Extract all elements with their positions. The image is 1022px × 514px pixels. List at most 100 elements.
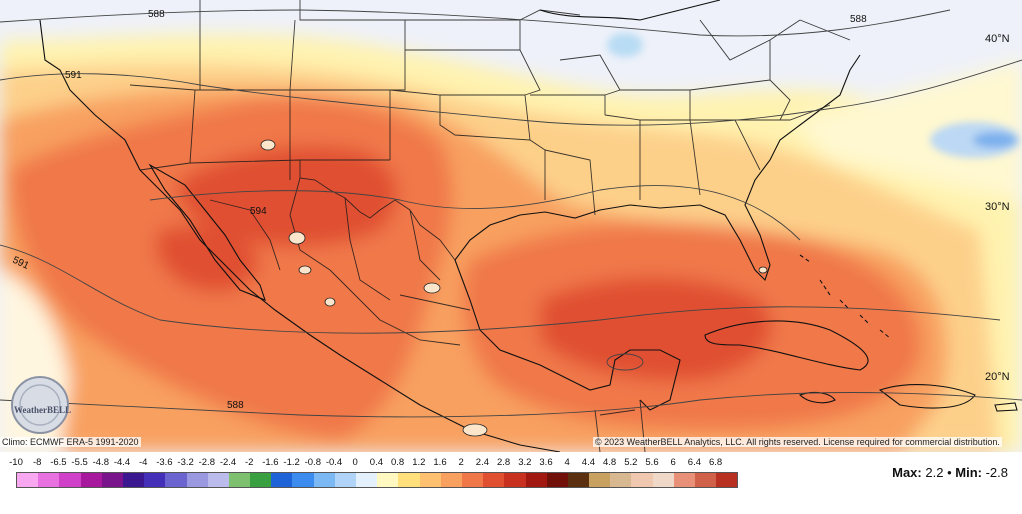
contour-label: 591 bbox=[65, 70, 82, 81]
legend-swatch bbox=[165, 473, 187, 487]
max-label: Max: bbox=[892, 465, 922, 480]
legend-tick-label: -0.4 bbox=[325, 457, 343, 468]
contour-594 bbox=[149, 185, 801, 241]
legend-tick-label: 2.8 bbox=[496, 457, 511, 468]
legend-tick-label: -2.8 bbox=[198, 457, 215, 468]
climo-credit: Climo: ECMWF ERA-5 1991-2020 bbox=[0, 437, 141, 447]
legend-swatch bbox=[695, 473, 717, 487]
legend-swatch bbox=[313, 473, 335, 487]
legend-swatch bbox=[38, 473, 60, 487]
legend-tick-label: 5.6 bbox=[645, 457, 659, 468]
legend-swatch bbox=[589, 473, 611, 487]
min-value: -2.8 bbox=[985, 465, 1008, 480]
legend-tick-label: 0.4 bbox=[369, 457, 383, 468]
legend-swatch bbox=[652, 473, 674, 487]
contour-value-labels: 588 591 594 591 588 588 588 bbox=[11, 9, 867, 411]
legend-tick-label: -5.5 bbox=[71, 457, 88, 468]
lat-label-20: 20°N bbox=[985, 371, 1010, 383]
height-contours bbox=[0, 9, 1022, 418]
copyright-notice: © 2023 WeatherBELL Analytics, LLC. All r… bbox=[593, 437, 1002, 447]
legend-swatch bbox=[440, 473, 462, 487]
shade-red-2 bbox=[540, 277, 772, 381]
legend-swatch bbox=[334, 473, 356, 487]
weatherbell-logo: WeatherBELL bbox=[11, 376, 71, 434]
legend-swatch bbox=[250, 473, 272, 487]
legend-tick-label: 4.8 bbox=[602, 457, 617, 468]
legend-swatch bbox=[144, 473, 166, 487]
legend-tick-label: -2 bbox=[244, 457, 254, 468]
legend-tick-label: 2.4 bbox=[475, 457, 489, 468]
legend-tick-label: 4.4 bbox=[581, 457, 595, 468]
legend-tick-label: 5.2 bbox=[624, 457, 638, 468]
legend-swatch bbox=[504, 473, 526, 487]
color-legend: -10 -8 -6.5 -5.5 -4.8 -4.4 -4 -3.6 -3.2 -2.8 -2.4-… bbox=[0, 452, 1022, 514]
bahamas bbox=[799, 254, 891, 339]
legend-swatch bbox=[716, 473, 738, 487]
legend-tick-label: 3.2 bbox=[518, 457, 532, 468]
legend-swatch bbox=[610, 473, 632, 487]
state-lines-west bbox=[129, 0, 406, 180]
legend-tick-label: -8 bbox=[32, 457, 42, 468]
legend-swatch bbox=[17, 473, 39, 487]
max-min-readout: Max: 2.2 • Min: -2.8 bbox=[892, 465, 1008, 480]
pacific-coast bbox=[39, 19, 561, 452]
gulf-coast bbox=[454, 54, 861, 282]
legend-tick-label: -0.8 bbox=[304, 457, 321, 468]
legend-tick-label: -10 bbox=[9, 457, 23, 468]
legend-swatch bbox=[356, 473, 378, 487]
mexico-gulf-coast bbox=[454, 259, 681, 411]
legend-swatch bbox=[271, 473, 293, 487]
terrain-contours bbox=[260, 139, 768, 437]
legend-swatch bbox=[377, 473, 399, 487]
hispaniola bbox=[878, 384, 976, 409]
legend-swatch bbox=[546, 473, 568, 487]
us-mexico-border bbox=[139, 159, 456, 261]
contour-588-south bbox=[0, 392, 1022, 418]
anomaly-map: 40°N 30°N 20°N 588 591 594 591 588 588 5… bbox=[0, 0, 1022, 452]
legend-swatch bbox=[631, 473, 653, 487]
legend-swatch bbox=[186, 473, 208, 487]
legend-tick-label: -1.6 bbox=[262, 457, 279, 468]
legend-swatch bbox=[80, 473, 102, 487]
contour-591-north bbox=[0, 59, 1022, 126]
shade-red-1 bbox=[177, 146, 398, 247]
great-lakes bbox=[539, 0, 721, 21]
lat-labels: 40°N 30°N 20°N bbox=[985, 33, 1010, 383]
logo-text: WeatherBELL bbox=[14, 405, 71, 415]
shade-blue-midwest bbox=[607, 33, 643, 57]
contour-label: 594 bbox=[250, 206, 267, 217]
shade-pale-east bbox=[790, 60, 1022, 200]
legend-swatch bbox=[207, 473, 229, 487]
legend-swatch bbox=[398, 473, 420, 487]
legend-swatch bbox=[461, 473, 484, 487]
legend-swatch bbox=[59, 473, 81, 487]
legend-tick-label: 1.2 bbox=[412, 457, 426, 468]
jamaica bbox=[798, 391, 836, 404]
lat-label-30: 30°N bbox=[985, 201, 1010, 213]
contour-label: 588 bbox=[148, 9, 165, 20]
legend-swatch bbox=[122, 473, 145, 487]
legend-tick-label: -3.2 bbox=[177, 457, 194, 468]
separator: • bbox=[947, 465, 952, 480]
cuba bbox=[704, 320, 869, 371]
shade-blue-east-inner bbox=[973, 132, 1017, 148]
legend-tick-label: 3.6 bbox=[539, 457, 553, 468]
legend-swatch bbox=[483, 473, 505, 487]
lat-label-40: 40°N bbox=[985, 33, 1010, 45]
legend-tick-label: -4.4 bbox=[113, 457, 131, 468]
legend-tick-label: 6.8 bbox=[708, 457, 723, 468]
legend-swatch bbox=[525, 473, 547, 487]
legend-tick-label: -1.2 bbox=[283, 457, 300, 468]
legend-tick-label: -4.8 bbox=[92, 457, 109, 468]
legend-tick-label: -2.4 bbox=[219, 457, 237, 468]
shade-red-3 bbox=[156, 226, 260, 292]
coastlines bbox=[39, 0, 1018, 452]
legend-tick-label: 2 bbox=[458, 457, 464, 468]
contour-588-north bbox=[0, 9, 951, 37]
legend-tick-label: -3.6 bbox=[156, 457, 173, 468]
puerto-rico bbox=[994, 402, 1018, 412]
max-value: 2.2 bbox=[925, 465, 944, 480]
contour-label: 588 bbox=[850, 14, 867, 25]
legend-tick-label: 6 bbox=[670, 457, 676, 468]
min-label: Min: bbox=[955, 465, 982, 480]
